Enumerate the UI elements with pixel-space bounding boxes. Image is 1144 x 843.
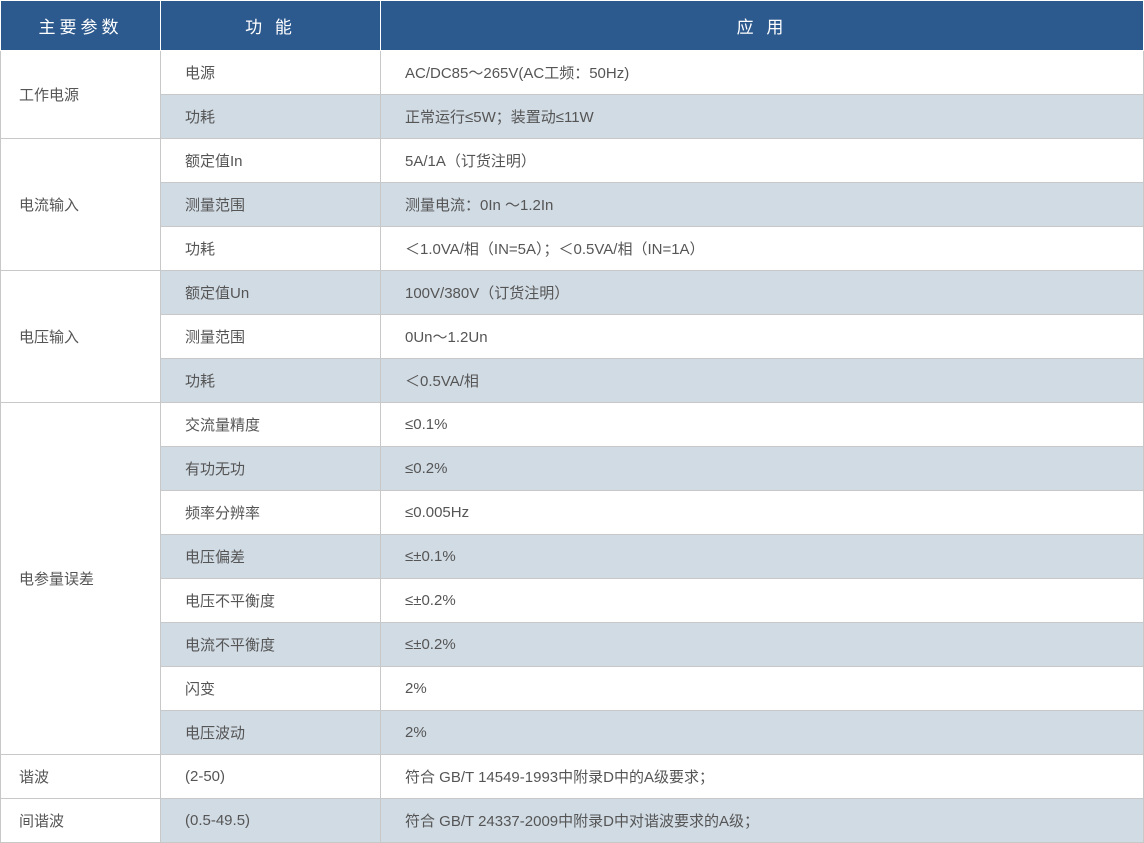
table-row: 电压输入额定值Un100V/380V（订货注明） <box>1 271 1144 315</box>
param-cell: 谐波 <box>1 755 161 799</box>
app-cell: ≤0.1% <box>381 403 1144 447</box>
func-cell: (0.5-49.5) <box>161 799 381 843</box>
app-cell: 2% <box>381 711 1144 755</box>
table-row: 频率分辨率≤0.005Hz <box>1 491 1144 535</box>
param-cell: 电流输入 <box>1 139 161 271</box>
func-cell: 有功无功 <box>161 447 381 491</box>
table-row: 功耗＜1.0VA/相（IN=5A）；＜0.5VA/相（IN=1A） <box>1 227 1144 271</box>
app-cell: 测量电流：0In ～1.2In <box>381 183 1144 227</box>
func-cell: (2-50) <box>161 755 381 799</box>
app-cell: ≤0.2% <box>381 447 1144 491</box>
param-cell: 电压输入 <box>1 271 161 403</box>
func-cell: 测量范围 <box>161 183 381 227</box>
app-cell: ≤±0.2% <box>381 579 1144 623</box>
app-cell: ≤±0.1% <box>381 535 1144 579</box>
app-cell: ＜1.0VA/相（IN=5A）；＜0.5VA/相（IN=1A） <box>381 227 1144 271</box>
table-row: 电压波动2% <box>1 711 1144 755</box>
table-row: 电压不平衡度≤±0.2% <box>1 579 1144 623</box>
app-cell: 5A/1A（订货注明） <box>381 139 1144 183</box>
func-cell: 功耗 <box>161 359 381 403</box>
header-col3: 应 用 <box>381 1 1144 51</box>
spec-table-container: 主要参数 功 能 应 用 工作电源电源AC/DC85～265V(AC工频：50H… <box>0 0 1144 843</box>
table-row: 电流不平衡度≤±0.2% <box>1 623 1144 667</box>
app-cell: 正常运行≤5W；装置动≤11W <box>381 95 1144 139</box>
func-cell: 电压不平衡度 <box>161 579 381 623</box>
table-row: 谐波(2-50)符合 GB/T 14549-1993中附录D中的A级要求； <box>1 755 1144 799</box>
func-cell: 闪变 <box>161 667 381 711</box>
func-cell: 电压偏差 <box>161 535 381 579</box>
table-row: 电压偏差≤±0.1% <box>1 535 1144 579</box>
app-cell: ≤0.005Hz <box>381 491 1144 535</box>
param-cell: 间谐波 <box>1 799 161 843</box>
table-row: 有功无功≤0.2% <box>1 447 1144 491</box>
spec-table: 主要参数 功 能 应 用 工作电源电源AC/DC85～265V(AC工频：50H… <box>0 0 1144 843</box>
app-cell: 符合 GB/T 24337-2009中附录D中对谐波要求的A级； <box>381 799 1144 843</box>
header-col2: 功 能 <box>161 1 381 51</box>
table-row: 功耗正常运行≤5W；装置动≤11W <box>1 95 1144 139</box>
app-cell: 2% <box>381 667 1144 711</box>
func-cell: 电压波动 <box>161 711 381 755</box>
table-row: 功耗＜0.5VA/相 <box>1 359 1144 403</box>
table-row: 闪变2% <box>1 667 1144 711</box>
header-row: 主要参数 功 能 应 用 <box>1 1 1144 51</box>
app-cell: 100V/380V（订货注明） <box>381 271 1144 315</box>
table-row: 间谐波(0.5-49.5)符合 GB/T 24337-2009中附录D中对谐波要… <box>1 799 1144 843</box>
table-row: 测量范围0Un～1.2Un <box>1 315 1144 359</box>
table-row: 电参量误差交流量精度≤0.1% <box>1 403 1144 447</box>
func-cell: 功耗 <box>161 95 381 139</box>
func-cell: 功耗 <box>161 227 381 271</box>
func-cell: 交流量精度 <box>161 403 381 447</box>
app-cell: AC/DC85～265V(AC工频：50Hz) <box>381 51 1144 95</box>
app-cell: ＜0.5VA/相 <box>381 359 1144 403</box>
table-body: 工作电源电源AC/DC85～265V(AC工频：50Hz)功耗正常运行≤5W；装… <box>1 51 1144 843</box>
func-cell: 测量范围 <box>161 315 381 359</box>
func-cell: 频率分辨率 <box>161 491 381 535</box>
table-row: 电流输入额定值In5A/1A（订货注明） <box>1 139 1144 183</box>
func-cell: 额定值In <box>161 139 381 183</box>
func-cell: 额定值Un <box>161 271 381 315</box>
param-cell: 电参量误差 <box>1 403 161 755</box>
table-row: 工作电源电源AC/DC85～265V(AC工频：50Hz) <box>1 51 1144 95</box>
header-col1: 主要参数 <box>1 1 161 51</box>
app-cell: 符合 GB/T 14549-1993中附录D中的A级要求； <box>381 755 1144 799</box>
param-cell: 工作电源 <box>1 51 161 139</box>
app-cell: 0Un～1.2Un <box>381 315 1144 359</box>
app-cell: ≤±0.2% <box>381 623 1144 667</box>
func-cell: 电流不平衡度 <box>161 623 381 667</box>
table-row: 测量范围测量电流：0In ～1.2In <box>1 183 1144 227</box>
func-cell: 电源 <box>161 51 381 95</box>
